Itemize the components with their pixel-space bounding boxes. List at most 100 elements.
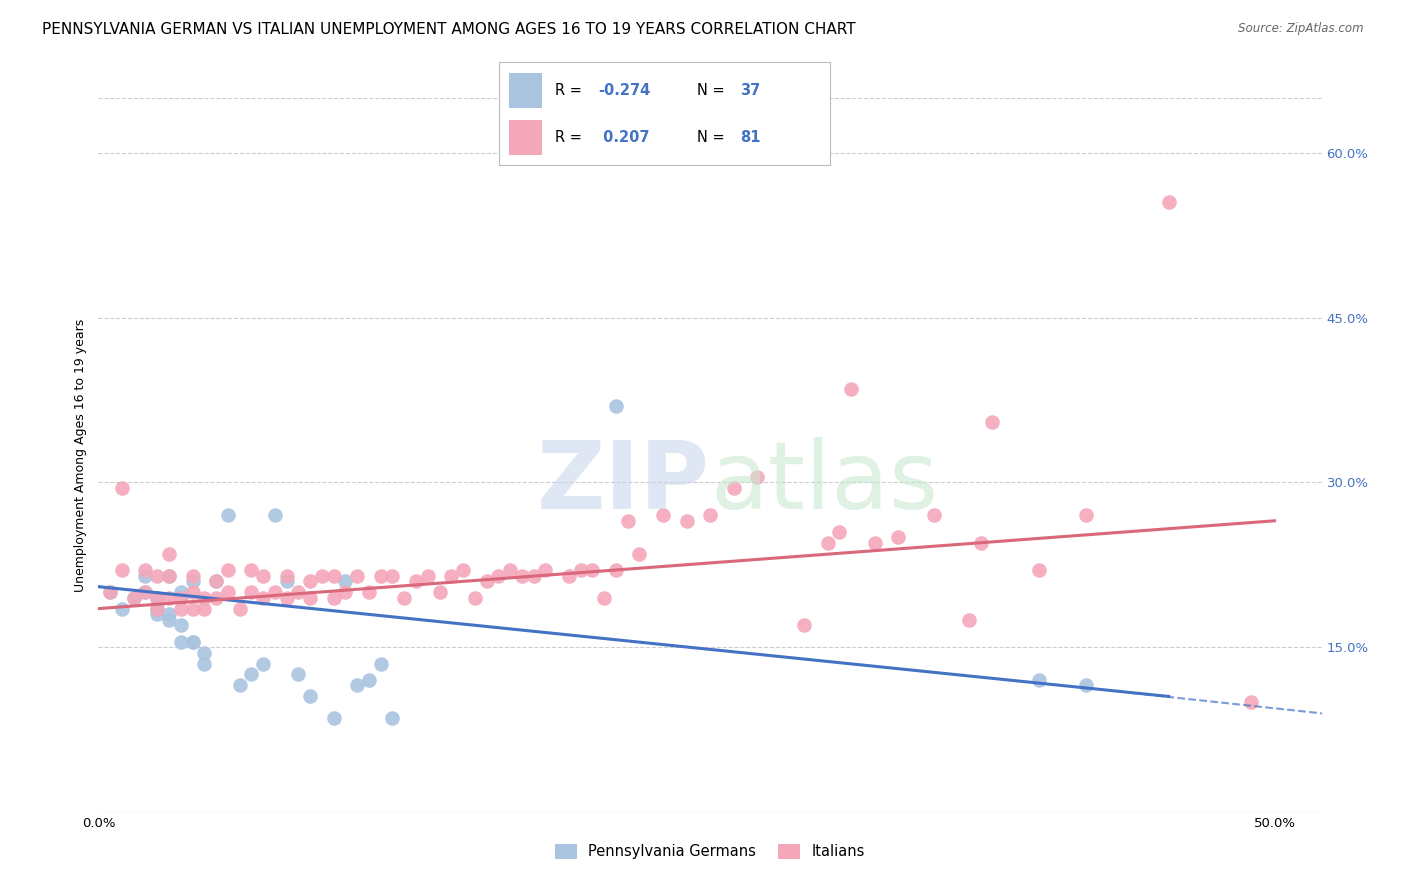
Point (240, 667, 263, 681)
Point (475, 574, 498, 589)
Point (817, 535, 839, 549)
Point (381, 711, 404, 725)
Point (793, 618, 815, 632)
Point (605, 399, 627, 413)
Point (193, 591, 215, 605)
Text: R =: R = (555, 83, 586, 97)
Point (322, 591, 344, 605)
Point (193, 601, 215, 615)
Point (146, 568, 169, 582)
Point (181, 601, 204, 615)
Point (157, 568, 180, 582)
Point (957, 613, 980, 627)
Point (370, 657, 392, 671)
Point (335, 585, 357, 599)
Point (170, 634, 193, 648)
Point (276, 568, 298, 582)
Text: PENNSYLVANIA GERMAN VS ITALIAN UNEMPLOYMENT AMONG AGES 16 TO 19 YEARS CORRELATIO: PENNSYLVANIA GERMAN VS ITALIAN UNEMPLOYM… (42, 22, 856, 37)
Text: Source: ZipAtlas.com: Source: ZipAtlas.com (1239, 22, 1364, 36)
Point (628, 547, 651, 561)
Point (134, 585, 156, 599)
Point (335, 574, 357, 589)
Point (252, 568, 274, 582)
Text: N =: N = (697, 83, 730, 97)
Point (170, 618, 193, 632)
Point (181, 585, 204, 599)
Point (569, 563, 592, 577)
Point (111, 481, 134, 495)
Point (111, 563, 134, 577)
Point (134, 585, 156, 599)
Point (464, 591, 486, 605)
Text: ZIP: ZIP (537, 437, 710, 530)
Point (240, 563, 263, 577)
Text: N =: N = (697, 130, 730, 145)
Point (451, 563, 474, 577)
Y-axis label: Unemployment Among Ages 16 to 19 years: Unemployment Among Ages 16 to 19 years (75, 318, 87, 591)
Point (98, 585, 121, 599)
Point (217, 585, 239, 599)
Point (887, 530, 910, 544)
Point (146, 601, 169, 615)
Point (839, 382, 862, 396)
Point (322, 568, 344, 582)
Point (205, 574, 228, 589)
Point (1028, 673, 1050, 687)
Point (486, 568, 509, 582)
Point (593, 591, 616, 605)
Point (299, 690, 322, 704)
Point (252, 591, 274, 605)
Point (863, 535, 886, 549)
Point (299, 574, 322, 589)
Point (652, 508, 675, 523)
Point (276, 574, 298, 589)
Point (981, 415, 1004, 429)
Point (193, 646, 215, 660)
Point (276, 591, 298, 605)
Point (205, 591, 228, 605)
Bar (509, 73, 543, 108)
Point (134, 568, 156, 582)
Bar (509, 120, 543, 155)
Point (969, 535, 991, 549)
Point (170, 601, 193, 615)
Point (405, 574, 427, 589)
Point (357, 673, 380, 687)
Text: 37: 37 (741, 83, 761, 97)
Point (193, 657, 215, 671)
Point (922, 508, 945, 523)
Point (252, 657, 274, 671)
Point (217, 563, 239, 577)
Point (675, 514, 697, 528)
Point (181, 634, 204, 648)
Point (510, 568, 533, 582)
Point (146, 607, 169, 621)
Point (122, 591, 145, 605)
Point (392, 591, 416, 605)
Point (287, 667, 309, 681)
Point (157, 607, 180, 621)
Point (416, 568, 439, 582)
Point (98, 585, 121, 599)
Point (1076, 508, 1098, 523)
Point (157, 547, 180, 561)
Point (381, 568, 404, 582)
Point (146, 591, 169, 605)
Point (370, 568, 392, 582)
Point (558, 568, 581, 582)
Point (346, 568, 368, 582)
Point (228, 601, 250, 615)
Text: atlas: atlas (710, 437, 938, 530)
Point (299, 591, 322, 605)
Text: 0.207: 0.207 (599, 130, 650, 145)
Text: R =: R = (555, 130, 586, 145)
Point (440, 568, 463, 582)
Text: 81: 81 (741, 130, 761, 145)
Point (263, 585, 285, 599)
Point (616, 514, 638, 528)
Legend: Pennsylvania Germans, Italians: Pennsylvania Germans, Italians (550, 838, 870, 865)
Point (699, 508, 721, 523)
Point (111, 601, 134, 615)
Point (134, 563, 156, 577)
Point (157, 568, 180, 582)
